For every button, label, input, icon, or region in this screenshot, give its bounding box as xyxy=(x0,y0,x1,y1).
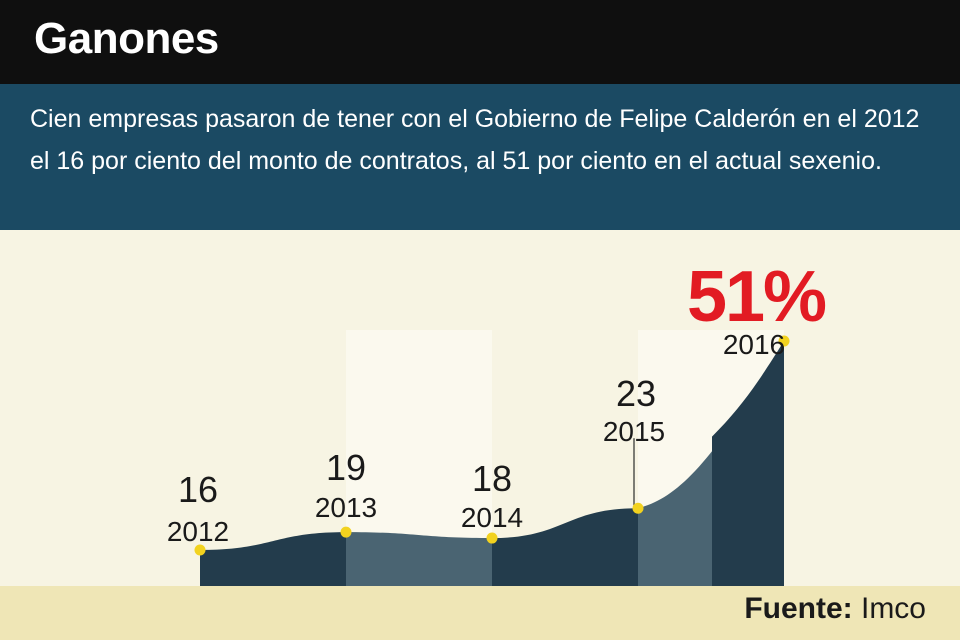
data-point-2014 xyxy=(486,532,498,544)
value-label-2015: 23 xyxy=(616,373,656,414)
year-label-2014: 2014 xyxy=(461,502,523,533)
source-label: Fuente: xyxy=(744,592,853,625)
year-label-2016: 2016 xyxy=(723,329,785,360)
header-bar: Ganones xyxy=(0,0,960,84)
value-label-2016: 51% xyxy=(687,257,826,337)
value-label-2014: 18 xyxy=(472,458,512,499)
value-label-2012: 16 xyxy=(178,469,218,510)
source-credit: Fuente: Imco xyxy=(744,592,926,626)
description-panel xyxy=(0,84,960,230)
data-point-2015 xyxy=(632,502,644,514)
area-segment-2015 xyxy=(492,508,638,586)
area-segment-2013 xyxy=(200,532,346,586)
data-point-2013 xyxy=(340,526,352,538)
year-label-2013: 2013 xyxy=(315,492,377,523)
description-text: Cien empresas pasaron de tener con el Go… xyxy=(30,105,920,175)
data-point-2012 xyxy=(194,544,206,556)
year-label-2015: 2015 xyxy=(603,416,665,447)
footer-bar xyxy=(0,586,960,640)
area-segment-edge xyxy=(712,341,784,586)
data-point-2016 xyxy=(778,335,790,347)
page-title: Ganones xyxy=(34,14,219,63)
area-segment-2014 xyxy=(346,532,492,586)
value-label-2013: 19 xyxy=(326,447,366,488)
year-label-2012: 2012 xyxy=(167,516,229,547)
source-value: Imco xyxy=(860,592,926,625)
